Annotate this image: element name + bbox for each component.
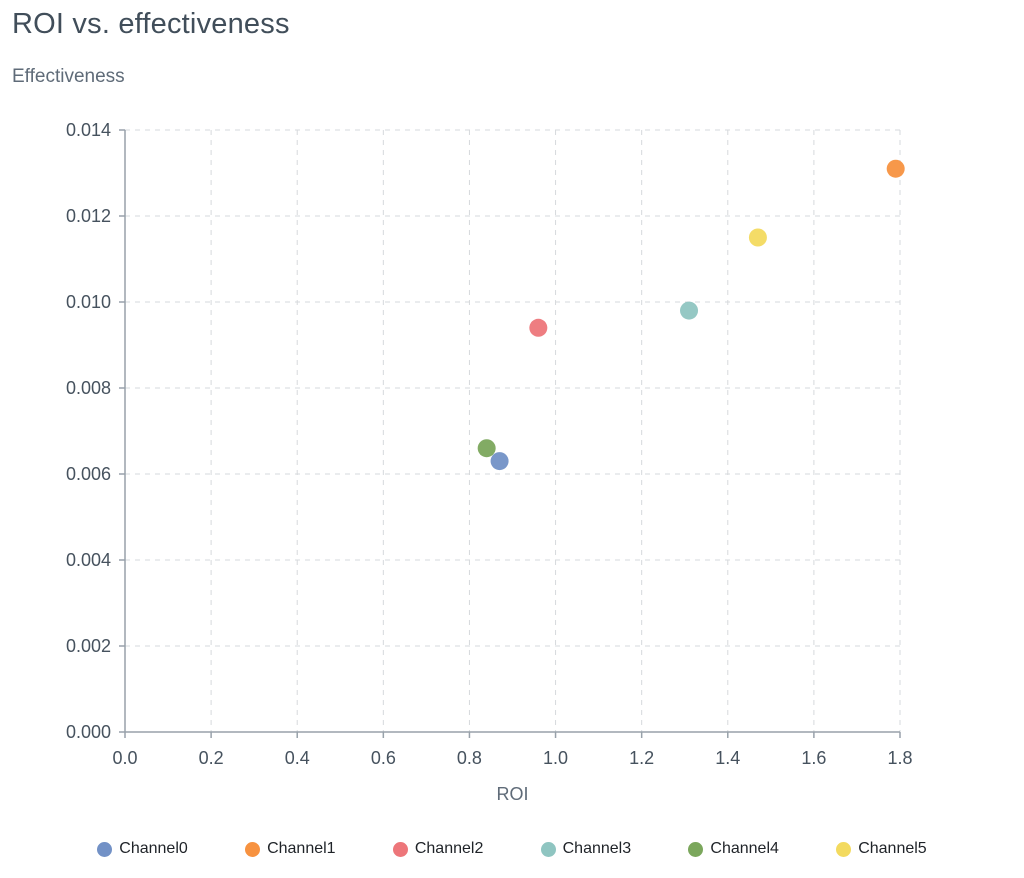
data-point-channel2[interactable] bbox=[529, 318, 548, 337]
data-point-channel5[interactable] bbox=[748, 228, 767, 247]
y-axis-label: Effectiveness bbox=[12, 66, 125, 87]
x-tick-label: 1.6 bbox=[801, 748, 826, 768]
x-tick-label: 0.6 bbox=[371, 748, 396, 768]
x-tick-label: 1.2 bbox=[629, 748, 654, 768]
legend-swatch bbox=[688, 841, 704, 857]
x-tick-label: 0.4 bbox=[285, 748, 310, 768]
y-tick-label: 0.004 bbox=[66, 550, 111, 570]
legend-swatch bbox=[245, 841, 261, 857]
x-tick-label: 0.2 bbox=[199, 748, 224, 768]
legend-item-channel5[interactable]: Channel5 bbox=[836, 840, 927, 858]
legend-swatch bbox=[540, 841, 556, 857]
y-tick-label: 0.006 bbox=[66, 464, 111, 484]
x-tick-label: 0.8 bbox=[457, 748, 482, 768]
legend-label: Channel2 bbox=[414, 840, 484, 857]
legend-swatch bbox=[836, 841, 852, 857]
x-tick-label: 1.0 bbox=[543, 748, 568, 768]
legend-label: Channel4 bbox=[710, 840, 779, 857]
y-tick-label: 0.008 bbox=[66, 378, 111, 398]
scatter-plot: 0.0 0.2 0.4 0.6 0.8 1.0 1.2 1.4 1.6 1.8 0.000 0.002… bbox=[66, 120, 913, 768]
chart-legend: Channel0 Channel1 Channel2 Channel3 Channel4… bbox=[0, 840, 1024, 858]
chart-title: ROI vs. effectiveness bbox=[12, 8, 290, 40]
y-tick-label: 0.010 bbox=[66, 292, 111, 312]
data-point-channel0[interactable] bbox=[490, 452, 509, 471]
data-point-channel3[interactable] bbox=[680, 301, 699, 320]
legend-item-channel2[interactable]: Channel2 bbox=[392, 840, 484, 858]
legend-item-channel1[interactable]: Channel1 bbox=[245, 840, 336, 858]
x-axis-label: ROI bbox=[496, 784, 529, 804]
x-tick-label: 0.0 bbox=[112, 748, 137, 768]
x-tick-label: 1.8 bbox=[887, 748, 912, 768]
legend-label: Channel3 bbox=[562, 840, 632, 857]
legend-item-channel4[interactable]: Channel4 bbox=[688, 840, 779, 858]
data-point-channel4[interactable] bbox=[477, 439, 496, 458]
legend-swatch bbox=[392, 841, 408, 857]
y-tick-label: 0.002 bbox=[66, 636, 111, 656]
legend-label: Channel5 bbox=[858, 840, 927, 857]
data-point-channel1[interactable] bbox=[886, 159, 905, 178]
legend-label: Channel0 bbox=[119, 840, 188, 857]
x-tick-label: 1.4 bbox=[715, 748, 740, 768]
y-tick-label: 0.014 bbox=[66, 120, 111, 140]
legend-label: Channel1 bbox=[267, 840, 336, 857]
y-tick-label: 0.000 bbox=[66, 722, 111, 742]
legend-swatch bbox=[97, 841, 113, 857]
legend-item-channel0[interactable]: Channel0 bbox=[97, 840, 188, 858]
y-tick-label: 0.012 bbox=[66, 206, 111, 226]
legend-item-channel3[interactable]: Channel3 bbox=[540, 840, 632, 858]
